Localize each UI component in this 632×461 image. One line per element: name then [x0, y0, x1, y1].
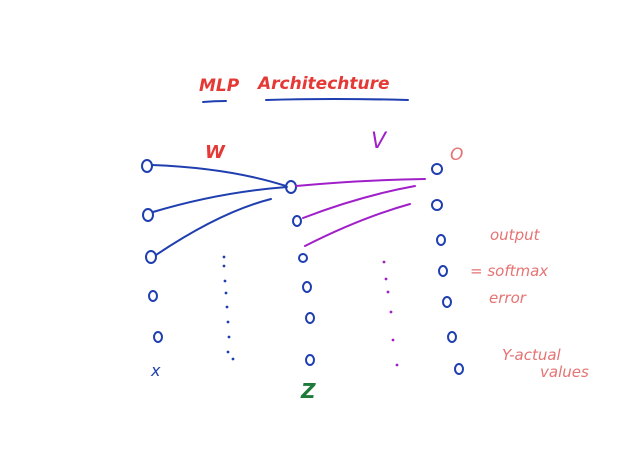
ellipsis-dots-input-hidden	[222, 255, 235, 361]
title-underline-mlp	[202, 100, 227, 103]
z-label: Z	[300, 379, 316, 403]
title-underline-architecture	[265, 98, 409, 101]
input-layer	[141, 159, 163, 343]
ellipsis-dot	[227, 335, 231, 339]
hidden-node	[285, 180, 297, 194]
diagram-title: MLP Architechture	[199, 74, 409, 103]
y-actual-label: Y-actual	[502, 346, 562, 364]
x-label: x	[150, 361, 161, 380]
hidden-node	[292, 215, 302, 227]
input-node	[145, 250, 157, 264]
hidden-node	[298, 253, 308, 263]
ellipsis-dot	[226, 320, 230, 324]
w-edge	[152, 186, 288, 213]
w-label: W	[205, 142, 226, 163]
output-node	[442, 296, 452, 308]
hidden-layer	[285, 180, 315, 366]
output-node	[431, 163, 443, 175]
output-annotations: output = softmax error Y-actual values	[470, 226, 589, 381]
ellipsis-dot	[222, 264, 226, 268]
input-node	[153, 331, 163, 343]
ellipsis-dots-hidden-output	[382, 260, 399, 367]
ellipsis-dot	[223, 279, 227, 283]
hidden-node	[305, 354, 315, 366]
ellipsis-dot	[389, 310, 393, 314]
ellipsis-dot	[225, 305, 229, 309]
softmax-label: = softmax	[470, 262, 548, 280]
output-node	[438, 265, 448, 277]
v-edge	[302, 185, 416, 219]
o-label: O	[450, 145, 463, 165]
error-label: error	[489, 289, 527, 307]
input-node	[148, 290, 158, 302]
ellipsis-dot	[231, 357, 235, 361]
ellipsis-dot	[226, 350, 230, 354]
title-mlp: MLP	[199, 76, 240, 96]
ellipsis-dot	[391, 338, 395, 342]
title-architecture: Architechture	[256, 74, 390, 94]
output-node	[447, 331, 457, 343]
w-edge	[151, 164, 287, 187]
v-edge	[304, 203, 411, 247]
input-node	[142, 208, 154, 222]
ellipsis-dot	[386, 290, 390, 294]
hidden-node	[305, 312, 315, 324]
w-connections	[151, 164, 288, 256]
output-node	[436, 234, 446, 246]
ellipsis-dot	[222, 255, 226, 259]
v-label: V	[371, 129, 388, 154]
ellipsis-dot	[382, 260, 386, 264]
v-connections	[295, 178, 426, 247]
ellipsis-dot	[395, 363, 399, 367]
output-label: output	[490, 226, 541, 244]
ellipsis-dot	[384, 277, 388, 281]
w-edge	[155, 198, 272, 256]
output-node	[454, 363, 464, 375]
output-layer	[431, 163, 464, 375]
hidden-node	[302, 281, 312, 293]
output-node	[431, 199, 443, 211]
ellipsis-dot	[224, 291, 228, 295]
input-node	[141, 159, 153, 173]
v-edge	[295, 178, 426, 187]
values-label: values	[540, 363, 589, 381]
